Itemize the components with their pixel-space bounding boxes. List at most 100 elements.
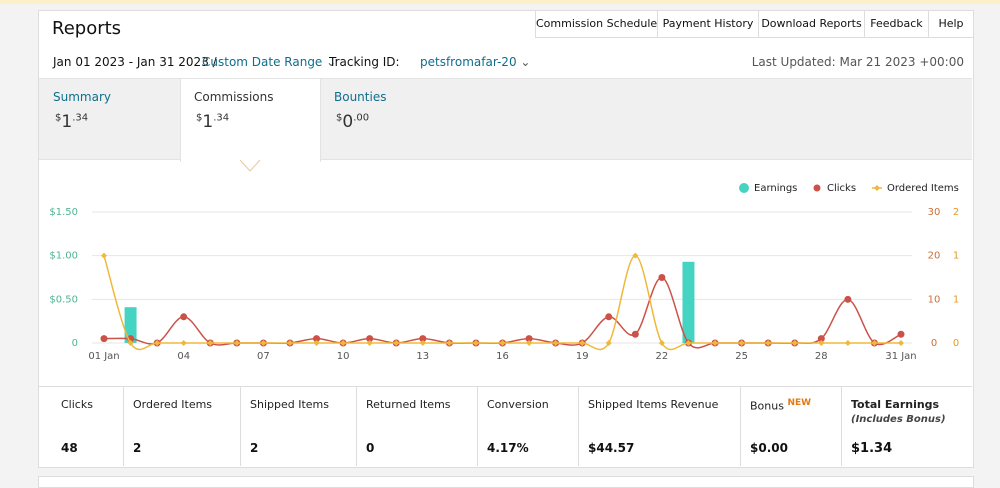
tick-label: 1	[953, 251, 959, 262]
nav-button[interactable]: Payment History	[657, 10, 759, 38]
point	[658, 274, 666, 281]
column-border	[356, 386, 357, 466]
total-value: 48	[61, 441, 78, 455]
new-badge: NEW	[787, 398, 812, 408]
point	[712, 340, 719, 346]
cents: .00	[353, 112, 370, 124]
total-value: 2	[133, 441, 142, 455]
tab-amount: $1.34	[196, 112, 229, 132]
tab-amount: $0.00	[336, 112, 369, 132]
bar	[124, 307, 137, 343]
total-value: $44.57	[588, 441, 635, 455]
x-tick-label: 07	[257, 351, 270, 362]
tab-bar	[39, 78, 972, 160]
tab-label[interactable]: Bounties	[334, 90, 387, 104]
nav-button[interactable]: Feedback	[864, 10, 929, 38]
point	[127, 340, 134, 346]
tab-amount: $1.34	[55, 112, 88, 132]
total-label: Total Earnings	[851, 398, 940, 411]
x-tick-label: 19	[576, 351, 589, 362]
label-text: Bonus	[750, 399, 784, 413]
nav-button[interactable]: Download Reports	[758, 10, 865, 38]
total-label: Returned Items	[366, 398, 451, 411]
title: Reports	[52, 18, 122, 39]
tracking-id-text[interactable]: petsfromafar-20	[420, 55, 517, 69]
next-card	[38, 476, 974, 488]
x-tick-label: 25	[735, 351, 748, 362]
tick-label: 2	[953, 207, 959, 218]
cents: .34	[72, 112, 89, 124]
point	[818, 340, 825, 346]
legend-label: Earnings	[754, 183, 797, 194]
banner-strip	[0, 0, 1000, 4]
cents: .34	[213, 112, 230, 124]
currency: $	[336, 112, 343, 124]
point	[100, 335, 108, 343]
legend-marker	[874, 185, 880, 191]
currency: $	[55, 112, 62, 124]
tab-label[interactable]: Summary	[53, 90, 111, 104]
whole: 1	[202, 112, 214, 132]
nav-button[interactable]: Commission Schedule	[535, 10, 658, 38]
tracking-label: Tracking ID:	[329, 55, 400, 69]
x-tick-label: 04	[177, 351, 190, 362]
x-tick-label: 22	[656, 351, 669, 362]
point	[340, 340, 347, 346]
divider	[39, 386, 972, 387]
point	[472, 340, 479, 346]
x-tick-label: 28	[815, 351, 828, 362]
tick-label: 0	[953, 338, 959, 349]
tick-label: 10	[928, 294, 941, 305]
column-border	[477, 386, 478, 466]
whole: 1	[61, 112, 73, 132]
total-label: Clicks	[61, 398, 93, 411]
column-border	[240, 386, 241, 466]
nav-button[interactable]: Help	[928, 10, 974, 38]
point	[844, 340, 851, 346]
range-type[interactable]: Custom Date Range ⌄	[202, 55, 337, 69]
point	[393, 340, 400, 346]
point	[154, 340, 161, 346]
legend-label: Ordered Items	[887, 183, 959, 194]
column-border	[123, 386, 124, 466]
total-value: 2	[250, 441, 259, 455]
point	[180, 313, 188, 321]
tick-label: 20	[928, 251, 941, 262]
chart: 0 $0.50 $1.00 $1.50 0 10 20 30 0 1 1 2 01 Jan 04 07 10 1…	[49, 183, 959, 362]
column-border	[841, 386, 842, 466]
point	[765, 340, 772, 346]
point	[366, 340, 373, 346]
point	[871, 340, 878, 346]
point	[817, 335, 825, 343]
column-border	[578, 386, 579, 466]
x-tick-label: 31 Jan	[885, 351, 916, 362]
tab-label[interactable]: Commissions	[194, 90, 274, 104]
line	[103, 254, 901, 351]
tracking-id[interactable]: petsfromafar-20 ⌄	[420, 55, 531, 69]
range-type-text[interactable]: Custom Date Range	[202, 55, 323, 69]
total-label: Ordered Items	[133, 398, 213, 411]
active-tab[interactable]	[180, 78, 321, 162]
line	[103, 276, 902, 349]
point	[897, 330, 905, 338]
point	[207, 340, 214, 346]
tab-caret	[239, 159, 261, 172]
point	[526, 340, 533, 346]
point	[233, 340, 240, 346]
total-label: Shipped Items	[250, 398, 329, 411]
tick-label: 1	[953, 294, 959, 305]
point	[552, 340, 559, 346]
point	[605, 313, 613, 321]
legend-marker	[813, 184, 821, 192]
point	[605, 340, 612, 346]
point	[313, 335, 321, 343]
point	[658, 340, 665, 346]
point	[446, 340, 453, 346]
point	[419, 335, 427, 343]
point	[260, 340, 267, 346]
point	[313, 340, 320, 346]
point	[499, 340, 506, 346]
point	[632, 252, 639, 259]
total-sublabel: (Includes Bonus)	[851, 414, 946, 425]
